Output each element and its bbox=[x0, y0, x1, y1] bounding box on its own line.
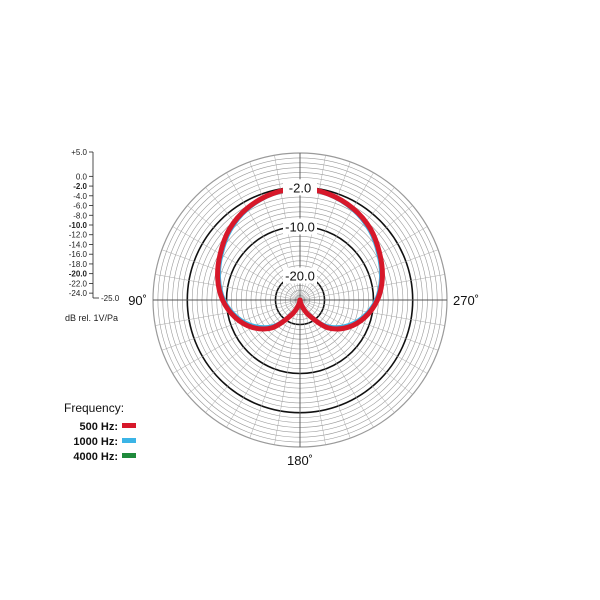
angle-label: 180˚ bbox=[287, 453, 313, 468]
ring-label: -2.0 bbox=[289, 180, 311, 195]
legend-swatch bbox=[122, 438, 136, 443]
legend-title: Frequency: bbox=[64, 401, 124, 415]
legend-label: 4000 Hz: bbox=[73, 451, 118, 463]
ring-label-bg bbox=[283, 179, 317, 196]
scale-tick-label: -8.0 bbox=[73, 211, 87, 220]
grid-spoke bbox=[299, 299, 439, 351]
legend-swatch bbox=[122, 453, 136, 458]
grid-spoke bbox=[274, 299, 301, 445]
grid-spoke bbox=[299, 274, 445, 301]
scale-tick-label: -2.0 bbox=[73, 182, 87, 191]
scale-unit-label: dB rel. 1V/Pa bbox=[65, 313, 118, 323]
grid-spoke bbox=[299, 299, 326, 445]
scale-tick-label: -4.0 bbox=[73, 192, 87, 201]
scale-tick-label: -25.0 bbox=[101, 294, 120, 303]
scale-tick-label: -6.0 bbox=[73, 202, 87, 211]
scale-tick-label: -14.0 bbox=[69, 240, 88, 249]
grid-spoke bbox=[299, 299, 428, 374]
polar-series bbox=[215, 185, 385, 332]
grid-spoke bbox=[161, 249, 301, 301]
grid-spoke bbox=[299, 249, 439, 301]
grid-spoke bbox=[172, 299, 301, 374]
ring-label: -20.0 bbox=[285, 269, 315, 284]
scale-tick-label: -24.0 bbox=[69, 289, 88, 298]
grid-spoke bbox=[299, 226, 428, 301]
grid-spoke bbox=[299, 299, 374, 428]
grid-spoke bbox=[161, 299, 301, 351]
scale-tick-label: -16.0 bbox=[69, 250, 88, 259]
grid-spoke bbox=[187, 205, 301, 301]
scale-tick-label: -22.0 bbox=[69, 279, 88, 288]
grid-spoke bbox=[172, 226, 301, 301]
ring-label-bg bbox=[283, 267, 317, 284]
ring-label: -10.0 bbox=[285, 220, 315, 235]
grid-spoke bbox=[155, 274, 301, 301]
ring-label-bg bbox=[283, 218, 317, 235]
grid-spoke bbox=[299, 299, 413, 395]
scale-tick-label: -20.0 bbox=[69, 270, 88, 279]
db-scale: +5.00.0-2.0-4.0-6.0-8.0-10.0-12.0-14.0-1… bbox=[69, 148, 120, 303]
scale-tick-label: -18.0 bbox=[69, 260, 88, 269]
angle-label: 90˚ bbox=[128, 293, 147, 308]
grid-spoke bbox=[249, 299, 301, 439]
legend: Frequency: 500 Hz: 1000 Hz: 4000 Hz: bbox=[64, 401, 136, 463]
series-line-500hz bbox=[215, 185, 385, 332]
grid-spoke bbox=[187, 299, 301, 395]
scale-tick-label: -12.0 bbox=[69, 231, 88, 240]
grid-spoke bbox=[299, 299, 351, 439]
ring-labels: -2.0 -10.0 -20.0 bbox=[283, 179, 317, 284]
grid-spoke bbox=[226, 299, 301, 428]
scale-tick-label: +5.0 bbox=[71, 148, 87, 157]
legend-label: 1000 Hz: bbox=[73, 436, 118, 448]
legend-swatch bbox=[122, 423, 136, 428]
scale-tick-label: 0.0 bbox=[76, 172, 88, 181]
angle-label: 270˚ bbox=[453, 293, 479, 308]
grid-spoke bbox=[299, 205, 413, 301]
angle-labels: 90˚ 180˚ 270˚ bbox=[128, 293, 479, 468]
legend-label: 500 Hz: bbox=[79, 421, 118, 433]
scale-tick-label: -10.0 bbox=[69, 221, 88, 230]
